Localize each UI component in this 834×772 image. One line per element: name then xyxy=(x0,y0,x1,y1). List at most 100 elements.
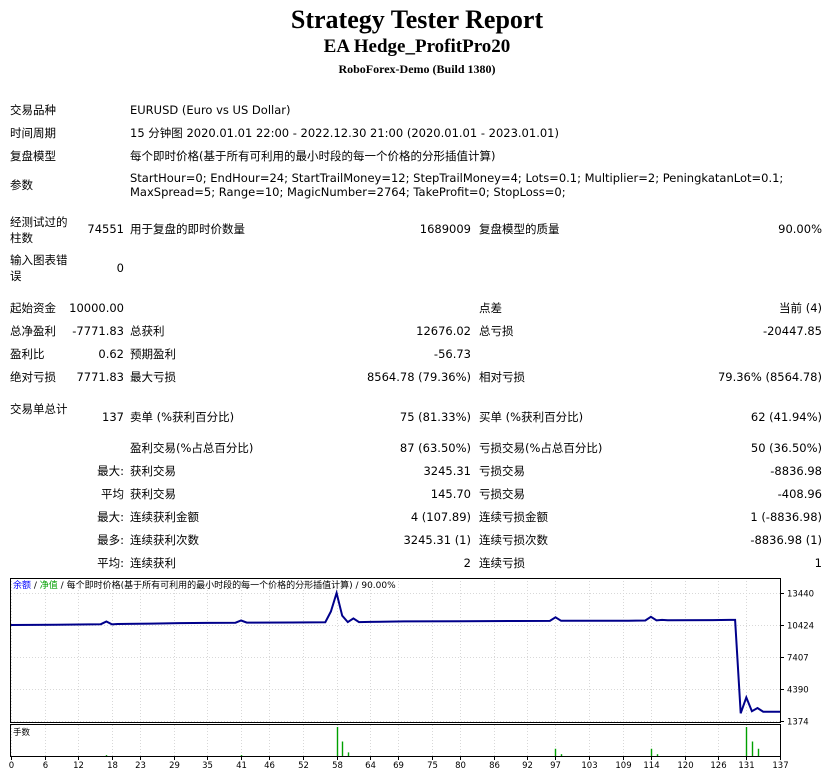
model-label: 复盘模型 xyxy=(10,149,56,163)
gross-loss-label: 总亏损 xyxy=(479,324,514,338)
legend-model: 每个即时价格(基于所有可利用的最小时段的每一个价格的分形插值计算) xyxy=(66,581,353,591)
bars-label: 经测试过的柱数 xyxy=(10,215,68,245)
avg-consec-losses-value: 1 xyxy=(814,556,822,570)
profit-factor-label: 盈利比 xyxy=(10,347,45,361)
quality-value: 90.00% xyxy=(778,222,822,236)
x-tick-label: 35 xyxy=(202,761,213,771)
max-consec-wins-value: 4 (107.89) xyxy=(410,510,471,524)
average-prefix: 平均 xyxy=(101,487,124,501)
y-tick-label: 7407 xyxy=(787,654,809,664)
x-tick-label: 109 xyxy=(615,761,631,771)
x-tick-label: 46 xyxy=(264,761,275,771)
x-tick-label: 86 xyxy=(489,761,500,771)
avg-consec-prefix: 平均: xyxy=(97,556,124,570)
y-tick-label: 13440 xyxy=(787,590,814,600)
x-tick-label: 103 xyxy=(581,761,597,771)
x-tick-label: 114 xyxy=(643,761,659,771)
balance-panel-frame xyxy=(10,578,781,723)
errors-value: 0 xyxy=(116,261,124,275)
long-positions-value: 62 (41.94%) xyxy=(750,410,822,424)
spread-value: 当前 (4) xyxy=(779,301,822,315)
params-label: 参数 xyxy=(10,178,33,192)
x-tick-label: 41 xyxy=(236,761,247,771)
x-tick-label: 97 xyxy=(550,761,561,771)
max-drawdown-value: 8564.78 (79.36%) xyxy=(366,370,471,384)
x-tick-label: 137 xyxy=(772,761,788,771)
x-tick-label: 52 xyxy=(298,761,309,771)
x-tick-label: 75 xyxy=(427,761,438,771)
average-loss-label: 亏损交易 xyxy=(479,487,525,501)
x-tick-label: 126 xyxy=(710,761,726,771)
y-axis: 13440 10424 7407 4390 1374 xyxy=(780,590,814,728)
total-trades-value: 137 xyxy=(102,410,124,424)
short-positions-label: 卖单 (%获利百分比) xyxy=(130,410,235,424)
balance-chart: 13440 10424 7407 4390 1374 0 6 12 18 23 29 35 41 46 5… xyxy=(8,577,828,771)
loss-trades-value: 50 (36.50%) xyxy=(750,441,822,455)
gross-profit-value: 12676.02 xyxy=(416,324,471,338)
max-consec-losses-label: 连续亏损金额 xyxy=(479,510,548,524)
largest-loss-value: -8836.98 xyxy=(770,464,822,478)
ticks-label: 用于复盘的即时价数量 xyxy=(130,222,245,236)
x-tick-label: 92 xyxy=(522,761,533,771)
chart-grid xyxy=(11,578,781,756)
server-build: RoboForex-Demo (Build 1380) xyxy=(338,62,496,76)
largest-prefix: 最大: xyxy=(97,464,124,478)
abs-drawdown-label: 绝对亏损 xyxy=(10,370,56,384)
chart-legend: 余额 / 净值 / 每个即时价格(基于所有可利用的最小时段的每一个价格的分形插值… xyxy=(13,581,396,592)
y-tick-label: 10424 xyxy=(787,622,814,632)
max-drawdown-label: 最大亏损 xyxy=(130,370,176,384)
legend-separator: / xyxy=(57,581,67,591)
initial-deposit-value: 10000.00 xyxy=(69,301,124,315)
lots-panel-frame xyxy=(10,724,781,757)
legend-equity: 净值 xyxy=(39,581,58,591)
period-label: 时间周期 xyxy=(10,126,56,140)
x-tick-label: 64 xyxy=(365,761,376,771)
largest-profit-value: 3245.31 xyxy=(423,464,471,478)
largest-profit-label: 获利交易 xyxy=(130,464,176,478)
average-profit-value: 145.70 xyxy=(430,487,471,501)
max-consec-prefix: 最大: xyxy=(97,510,124,524)
gross-loss-value: -20447.85 xyxy=(762,324,822,338)
loss-trades-label: 亏损交易(%占总百分比) xyxy=(479,441,603,455)
initial-deposit-label: 起始资金 xyxy=(10,301,56,315)
profit-trades-value: 87 (63.50%) xyxy=(399,441,471,455)
gross-profit-label: 总获利 xyxy=(130,324,165,338)
bars-value: 74551 xyxy=(87,222,124,236)
legend-balance: 余额 xyxy=(13,581,32,591)
report-title: Strategy Tester Report xyxy=(290,5,544,34)
maximal-consec-loss-value: -8836.98 (1) xyxy=(750,533,822,547)
avg-consec-wins-label: 连续获利 xyxy=(130,556,176,570)
symbol-label: 交易品种 xyxy=(10,103,56,117)
y-tick-label: 4390 xyxy=(787,686,809,696)
x-tick-label: 6 xyxy=(43,761,48,771)
legend-separator: / xyxy=(31,581,40,591)
x-tick-label: 12 xyxy=(73,761,84,771)
average-profit-label: 获利交易 xyxy=(130,487,176,501)
x-tick-label: 29 xyxy=(169,761,180,771)
x-tick-label: 23 xyxy=(135,761,146,771)
x-axis: 0 6 12 18 23 29 35 41 46 52 58 64 69 75 80 86 92 97 103 109… xyxy=(9,757,789,771)
model-value: 每个即时价格(基于所有可利用的最小时段的每一个价格的分形插值计算) xyxy=(130,149,496,163)
maximal-consec-profit-label: 连续获利次数 xyxy=(130,533,199,547)
x-tick-label: 18 xyxy=(107,761,118,771)
x-tick-label: 131 xyxy=(738,761,754,771)
short-positions-value: 75 (81.33%) xyxy=(399,410,471,424)
abs-drawdown-value: 7771.83 xyxy=(76,370,124,384)
net-profit-value: -7771.83 xyxy=(72,324,124,338)
average-loss-value: -408.96 xyxy=(777,487,822,501)
rel-drawdown-label: 相对亏损 xyxy=(479,370,525,384)
symbol-value: EURUSD (Euro vs US Dollar) xyxy=(130,103,291,117)
largest-loss-label: 亏损交易 xyxy=(479,464,525,478)
maximal-consec-loss-label: 连续亏损次数 xyxy=(479,533,548,547)
params-value: StartHour=0; EndHour=24; StartTrailMoney… xyxy=(130,171,784,199)
max-consec-losses-value: 1 (-8836.98) xyxy=(750,510,822,524)
y-tick-label: 1374 xyxy=(787,718,809,728)
x-tick-label: 0 xyxy=(9,761,14,771)
maximal-consec-profit-value: 3245.31 (1) xyxy=(403,533,471,547)
x-tick-label: 69 xyxy=(393,761,404,771)
avg-consec-wins-value: 2 xyxy=(463,556,471,570)
total-trades-label: 交易单总计 xyxy=(10,402,68,416)
expected-payoff-label: 预期盈利 xyxy=(130,347,176,361)
spread-label: 点差 xyxy=(479,301,502,315)
ticks-value: 1689009 xyxy=(419,222,471,236)
